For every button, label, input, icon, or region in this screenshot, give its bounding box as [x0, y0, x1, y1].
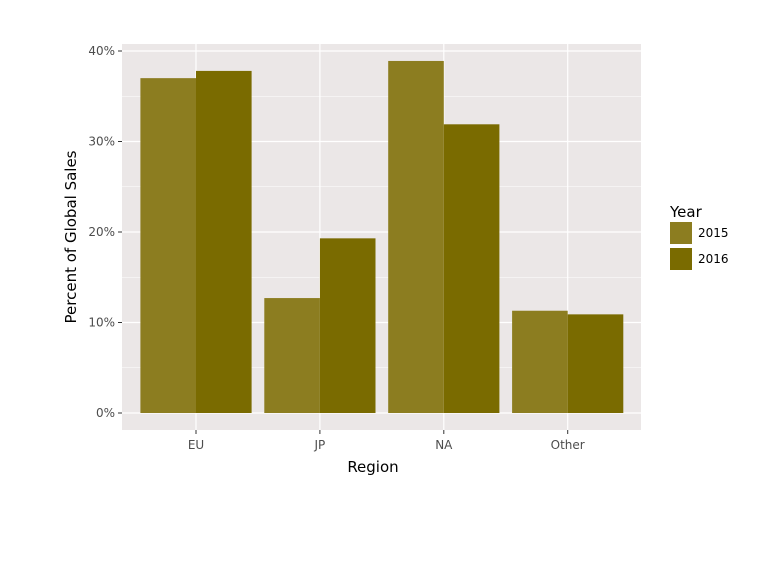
bars [140, 60, 624, 414]
x-tick-label-jp: JP [314, 438, 326, 452]
x-tick-label-eu: EU [188, 438, 204, 452]
x-tick-label-other: Other [551, 438, 585, 452]
legend-key-2015 [670, 222, 692, 244]
bar-jp-2016 [319, 238, 376, 413]
y-axis-title: Percent of Global Sales [62, 150, 80, 323]
y-tick-label: 20% [88, 225, 115, 239]
bar-other-2016 [567, 314, 624, 413]
bar-eu-2015 [140, 78, 196, 414]
legend-label-2016: 2016 [698, 252, 729, 266]
y-axis: 0% 10% 20% 30% 40% [88, 44, 122, 420]
legend-label-2015: 2015 [698, 226, 729, 240]
y-tick-label: 40% [88, 44, 115, 58]
bar-na-2015 [388, 60, 444, 413]
bar-na-2016 [443, 124, 500, 414]
legend-title: Year [669, 203, 703, 221]
y-tick-label: 0% [96, 406, 115, 420]
legend: Year 2015 2016 [669, 203, 729, 270]
bar-eu-2016 [196, 70, 252, 413]
legend-key-2016 [670, 248, 692, 270]
y-tick-label: 10% [88, 316, 115, 330]
y-tick-label: 30% [88, 135, 115, 149]
bar-other-2015 [512, 310, 568, 413]
bar-jp-2015 [264, 298, 320, 413]
x-axis: EU JP NA Other [188, 430, 585, 452]
x-tick-label-na: NA [435, 438, 453, 452]
x-axis-title: Region [347, 458, 398, 476]
